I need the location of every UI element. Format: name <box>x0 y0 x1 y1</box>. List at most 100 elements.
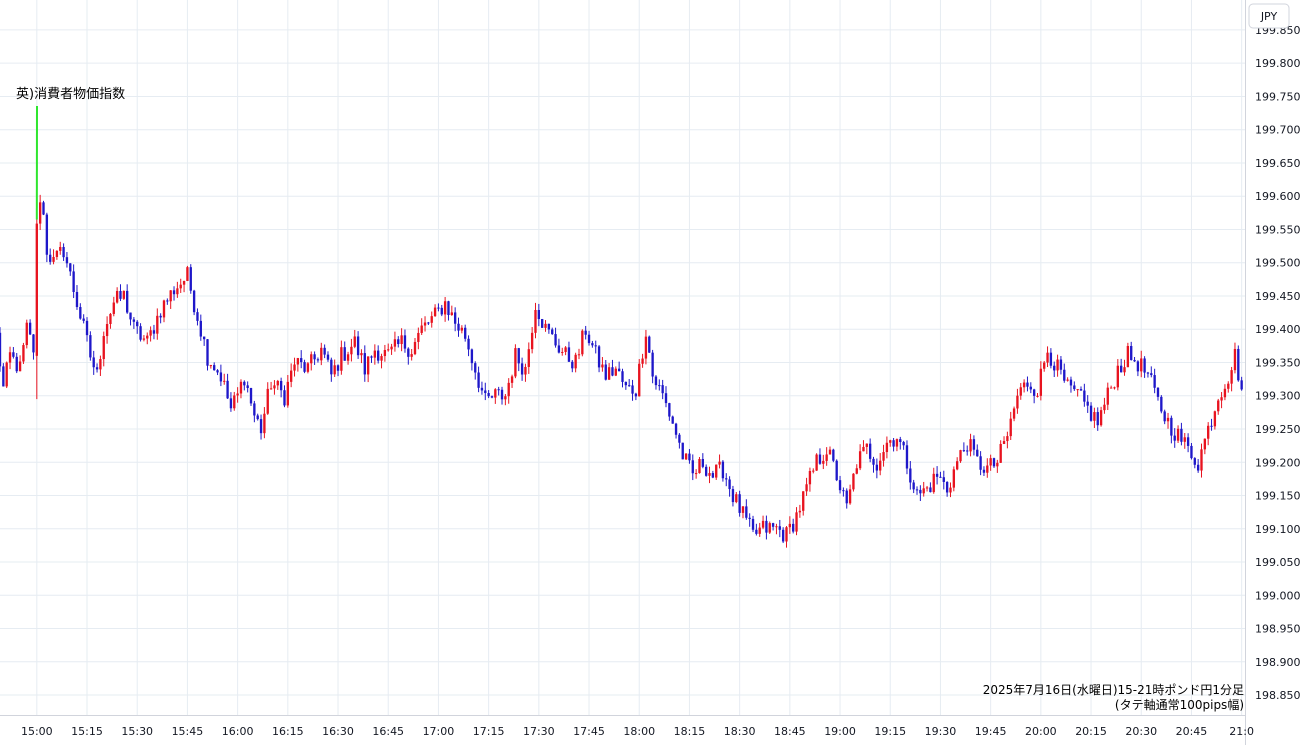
candle-body <box>962 450 966 452</box>
y-tick-label: 199.300 <box>1255 390 1300 403</box>
candle-body <box>443 301 447 315</box>
y-tick-label: 198.950 <box>1255 623 1300 636</box>
candle-body <box>591 343 594 346</box>
candle-body <box>638 363 641 397</box>
candle-body <box>1210 425 1213 427</box>
candle-body <box>206 339 209 366</box>
candle-body <box>939 476 942 478</box>
candle-body <box>65 257 69 264</box>
x-tick-label: 17:15 <box>473 725 505 738</box>
candle-body <box>1126 346 1130 368</box>
candle-body <box>902 442 905 446</box>
candle-body <box>69 263 72 272</box>
candle-body <box>1230 370 1233 384</box>
candle-body <box>22 345 25 362</box>
candle-body <box>765 520 768 533</box>
candle-body <box>1093 412 1096 421</box>
candle-body <box>942 477 945 482</box>
candle-body <box>430 316 433 323</box>
y-tick-label: 199.700 <box>1255 124 1300 137</box>
x-tick-label: 18:45 <box>774 725 806 738</box>
candle-body <box>1059 359 1063 370</box>
candle-body <box>1123 367 1126 373</box>
candle-body <box>35 223 38 356</box>
candle-body <box>1160 396 1163 412</box>
candle-body <box>882 452 885 461</box>
candle-body <box>266 388 269 414</box>
x-tick-label: 19:45 <box>975 725 1007 738</box>
x-tick-label: 20:15 <box>1075 725 1107 738</box>
x-tick-label: 20:00 <box>1025 725 1057 738</box>
candle-body <box>564 347 567 352</box>
chart-caption: 2025年7月16日(水曜日)15-21時ポンド円1分足 (タテ軸通常100pi… <box>983 683 1244 712</box>
x-tick-label: 18:00 <box>623 725 655 738</box>
annotation-label: 英)消費者物価指数 <box>16 87 125 102</box>
candle-body <box>1096 412 1099 426</box>
candle-body <box>139 326 142 340</box>
candle-body <box>805 484 808 492</box>
y-tick-label: 199.350 <box>1255 356 1300 369</box>
candle-body <box>122 290 126 299</box>
candle-body <box>156 315 159 334</box>
price-axis[interactable]: 199.850199.800199.750199.700199.650199.6… <box>1245 0 1300 745</box>
x-tick-label: 16:00 <box>222 725 254 738</box>
candle-body <box>453 312 457 324</box>
candle-body <box>1220 397 1223 401</box>
candle-body <box>644 336 648 359</box>
candle-body <box>587 334 591 344</box>
y-tick-label: 199.400 <box>1255 323 1300 336</box>
candle-body <box>1217 400 1220 412</box>
candle-body <box>269 388 273 390</box>
candle-body <box>233 395 236 409</box>
candle-body <box>397 339 400 345</box>
candle-body <box>186 267 189 281</box>
candle-body <box>427 322 430 324</box>
candle-body <box>403 335 407 349</box>
candle-body <box>808 470 812 485</box>
candle-body <box>825 454 828 461</box>
candle-body <box>467 338 470 350</box>
x-tick-label: 16:30 <box>322 725 354 738</box>
candle-body <box>715 464 718 478</box>
candle-body <box>1193 458 1196 465</box>
candle-body <box>8 352 12 363</box>
candle-body <box>798 510 802 513</box>
candle-body <box>795 512 798 532</box>
candle-body <box>25 322 28 346</box>
time-axis[interactable]: 15:00 15:15 15:30 15:45 16:00 16:15 16:30 16:45… <box>0 715 1254 739</box>
candle-body <box>1130 346 1133 360</box>
candle-body <box>701 459 704 467</box>
candle-body <box>72 271 75 292</box>
currency-label[interactable]: JPY <box>1260 10 1278 23</box>
candle-body <box>544 323 547 328</box>
candle-body <box>547 323 551 330</box>
candle-body <box>614 368 617 376</box>
candle-body <box>336 365 340 371</box>
candle-body <box>510 376 514 383</box>
candle-body <box>778 526 781 530</box>
x-tick-label: 19:30 <box>925 725 957 738</box>
candle-body <box>333 365 336 375</box>
candle-body <box>915 489 919 491</box>
candle-body <box>845 490 848 504</box>
candle-body <box>1240 380 1243 390</box>
candle-body <box>460 327 464 331</box>
candle-body <box>132 319 136 322</box>
candle-body <box>176 288 179 295</box>
currency-selector[interactable]: JPY <box>1248 3 1290 29</box>
candle-body <box>89 335 92 358</box>
candle-body <box>75 291 79 308</box>
candle-body <box>293 364 296 371</box>
candle-body <box>373 350 377 358</box>
candle-body <box>306 363 310 372</box>
candle-body <box>956 461 959 470</box>
candle-body <box>1019 387 1022 396</box>
candle-body <box>554 334 557 346</box>
candle-body <box>1146 372 1150 374</box>
candle-body <box>169 290 172 302</box>
candle-body <box>748 517 751 519</box>
candle-body <box>1083 390 1086 402</box>
candle-body <box>5 362 8 387</box>
candle-body <box>216 370 219 373</box>
candle-body <box>1203 438 1207 450</box>
